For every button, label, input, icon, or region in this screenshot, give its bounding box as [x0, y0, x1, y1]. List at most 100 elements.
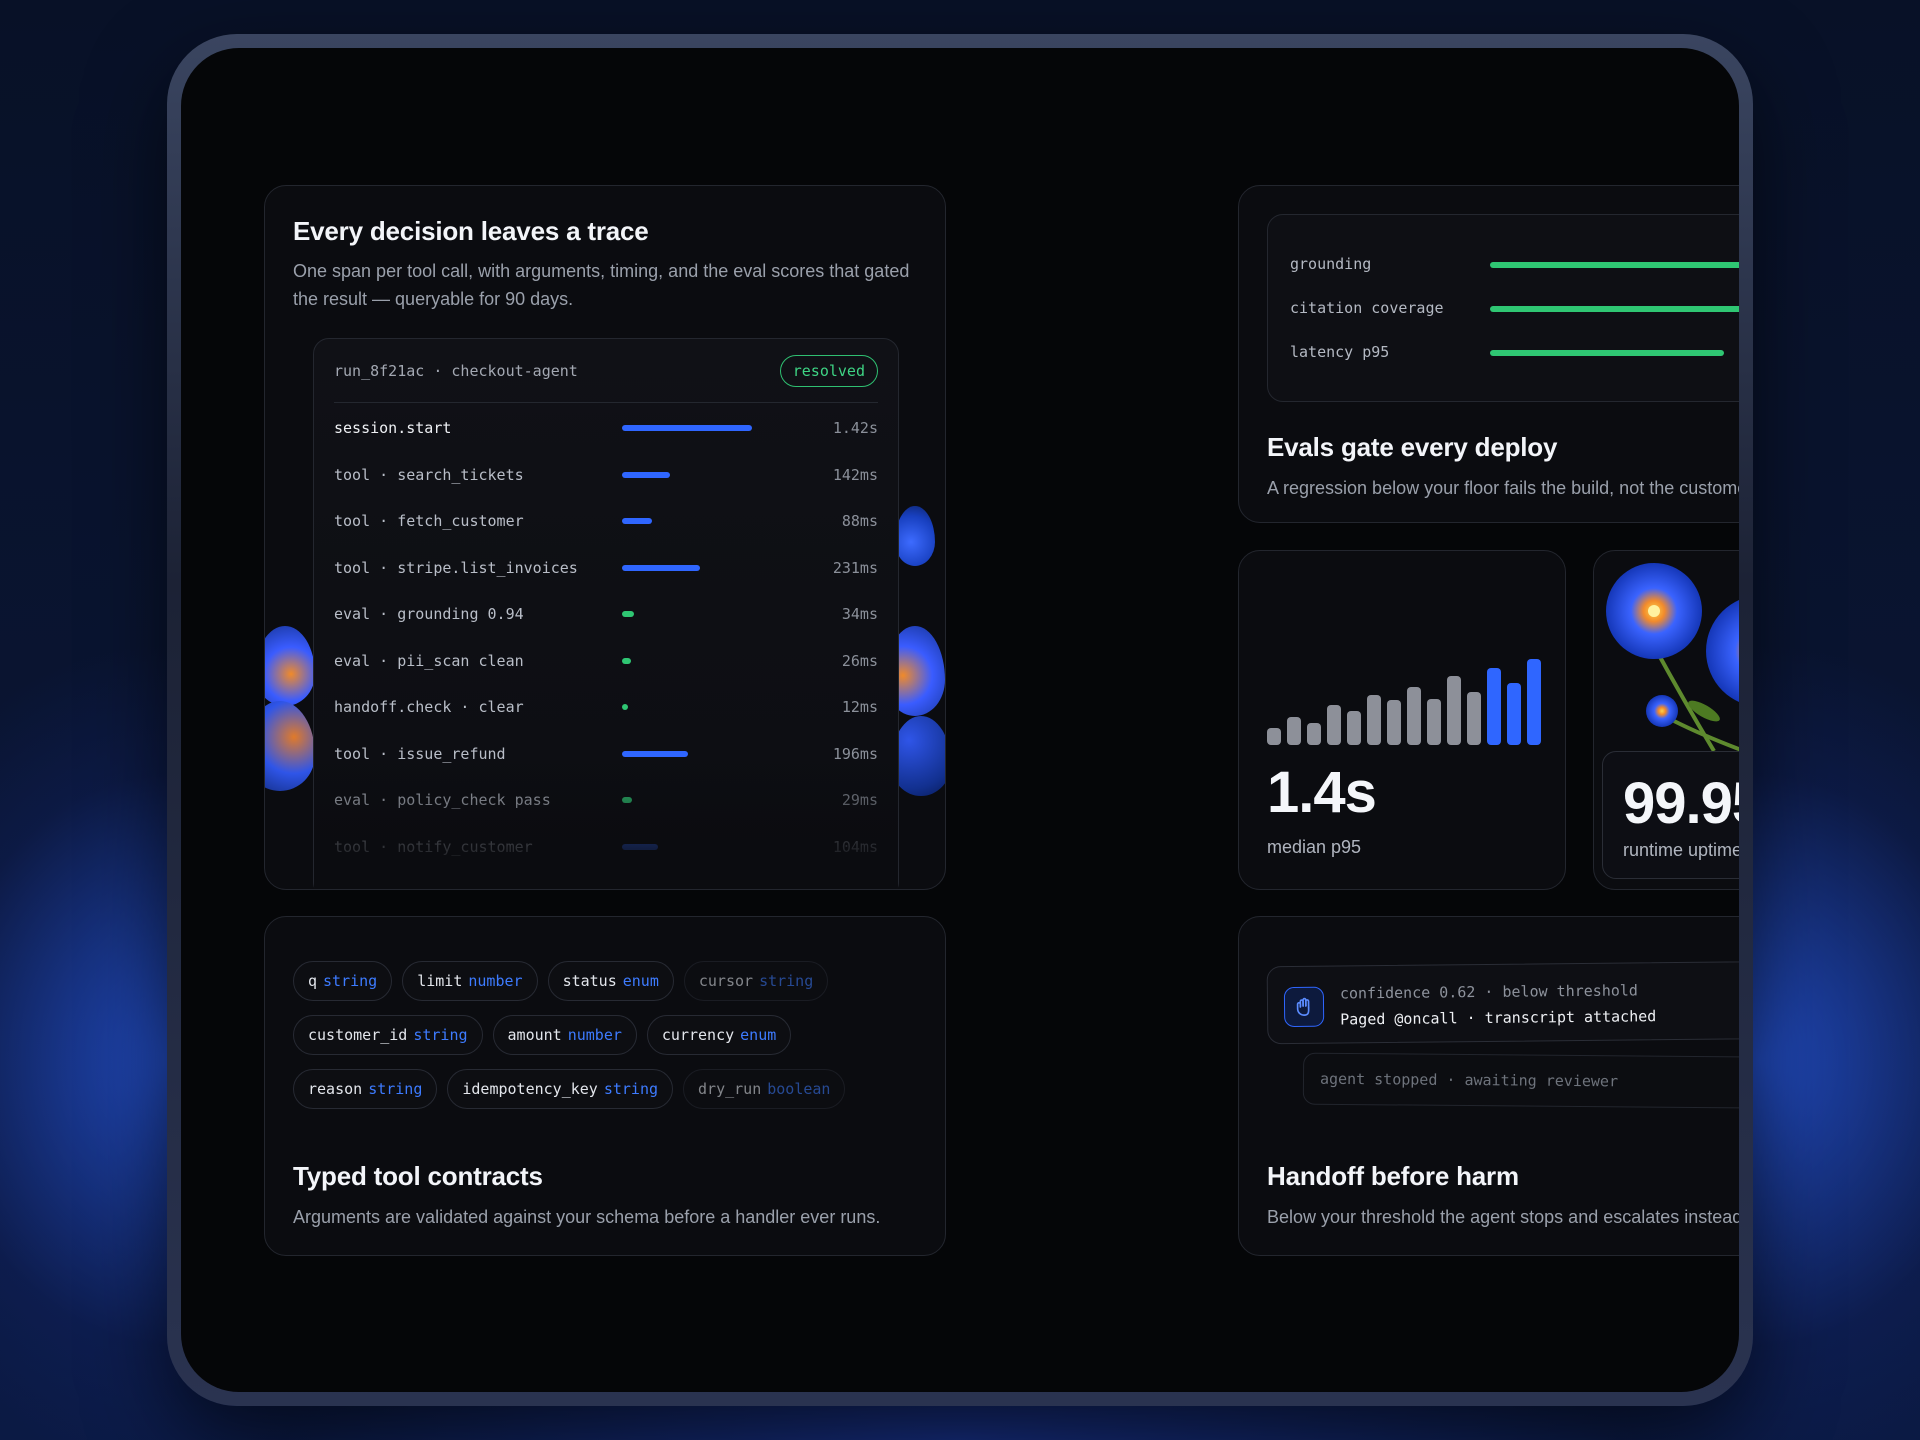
field-name: limit	[417, 972, 463, 990]
field-name: cursor	[698, 972, 754, 990]
trace-span-row: eval · policy_check pass 29ms	[334, 777, 878, 824]
handoff-description: Below your threshold the agent stops and…	[1267, 1207, 1739, 1227]
chip-row: customer_id string amount number currency enu…	[293, 1015, 933, 1055]
span-label: tool · fetch_customer	[334, 512, 524, 531]
field-name: status	[562, 972, 617, 990]
latency-bar	[1367, 695, 1381, 745]
run-label: run_8f21ac · checkout-agent	[334, 361, 578, 380]
eval-metric-label: latency p95	[1290, 343, 1390, 361]
eval-metric-track	[1490, 262, 1739, 268]
latency-bar	[1527, 659, 1541, 745]
span-duration: 231ms	[832, 558, 878, 577]
span-duration-bar	[622, 611, 634, 617]
span-duration-bar	[622, 704, 628, 710]
uptime-stat-box: 99.95% runtime uptime	[1602, 751, 1739, 879]
latency-bar	[1487, 668, 1501, 745]
latency-bar	[1387, 700, 1401, 745]
trace-span-row: tool · search_tickets 142ms	[334, 452, 878, 499]
span-duration-bar	[622, 564, 700, 571]
field-name: idempotency_key	[462, 1080, 598, 1098]
agent-stopped-notice: agent stopped · awaiting reviewer	[1302, 1052, 1739, 1110]
eval-metric-track	[1490, 306, 1739, 312]
span-label: session.start	[334, 419, 452, 438]
span-duration-track	[622, 797, 822, 803]
trace-title: Every decision leaves a trace	[293, 216, 649, 246]
span-duration: 34ms	[841, 605, 878, 624]
flower-decoration-left	[265, 606, 335, 806]
eval-metric-label: citation coverage	[1290, 299, 1444, 317]
span-label: eval · pii_scan clean	[334, 651, 524, 670]
uptime-label: runtime uptime	[1623, 840, 1739, 860]
chip-row: reason string idempotency_key string dry_run…	[293, 1069, 933, 1109]
span-duration-track	[622, 425, 822, 431]
eval-metric-track	[1490, 350, 1739, 356]
span-label: eval · grounding 0.94	[334, 605, 524, 624]
span-duration-track	[622, 704, 822, 710]
contract-field-chip: customer_id string	[293, 1015, 483, 1055]
handoff-card: agent stopped · awaiting reviewer confid…	[1238, 916, 1739, 1256]
eval-metric-row: citation coverage1.00	[1290, 299, 1739, 319]
latency-bar	[1267, 728, 1281, 745]
contract-field-chip: amount number	[492, 1015, 637, 1055]
field-name: dry_run	[698, 1080, 762, 1098]
span-duration: 88ms	[841, 512, 878, 531]
span-label: tool · issue_refund	[334, 744, 506, 763]
contract-field-chip: currency enum	[646, 1015, 792, 1055]
trace-header: run_8f21ac · checkout-agent resolved	[334, 339, 878, 403]
trace-span-row: eval · grounding 0.94 34ms	[334, 591, 878, 638]
span-duration-track	[622, 843, 822, 850]
span-label: tool · search_tickets	[334, 465, 524, 484]
span-duration: 142ms	[832, 465, 878, 484]
agent-stopped-text: agent stopped · awaiting reviewer	[1319, 1069, 1619, 1091]
latency-bar	[1327, 705, 1341, 745]
latency-card: 1.4s median p95	[1238, 550, 1566, 890]
field-name: currency	[661, 1026, 735, 1044]
latency-bar	[1407, 687, 1421, 745]
field-name: amount	[507, 1026, 562, 1044]
trace-span-row: session.start 1.42s	[334, 405, 878, 452]
span-duration-track	[622, 657, 822, 664]
span-duration-bar	[622, 797, 632, 803]
span-duration-bar	[622, 750, 688, 757]
span-duration-track	[622, 611, 822, 617]
span-duration-bar	[622, 843, 658, 850]
span-label: tool · notify_customer	[334, 837, 533, 856]
field-type: string	[368, 1080, 423, 1098]
trace-span-row: tool · notify_customer 104ms	[334, 824, 878, 871]
contract-field-chip: dry_run boolean	[683, 1069, 846, 1109]
span-duration-track	[622, 518, 822, 524]
trace-card: Every decision leaves a trace One span p…	[264, 185, 946, 890]
evals-description: A regression below your floor fails the …	[1267, 478, 1739, 498]
latency-bar	[1507, 683, 1521, 745]
contracts-title: Typed tool contracts	[293, 1161, 543, 1191]
alert-paged-line: Paged @oncall · transcript attached	[1340, 1007, 1657, 1029]
span-label: tool · stripe.list_invoices	[334, 558, 578, 577]
contract-field-chip: limit number	[402, 961, 538, 1001]
eval-metric-bar	[1490, 350, 1724, 356]
contract-field-chip: q string	[293, 961, 393, 1001]
field-name: q	[308, 972, 318, 990]
span-duration: 104ms	[832, 837, 878, 856]
contract-field-chip: cursor string	[683, 961, 829, 1001]
span-duration: 196ms	[832, 744, 878, 763]
flower-illustration	[1606, 563, 1739, 751]
field-name: reason	[308, 1080, 363, 1098]
trace-span-row: handoff.check · clear 12ms	[334, 684, 878, 731]
trace-span-row: tool · stripe.list_invoices 231ms	[334, 545, 878, 592]
latency-bar	[1467, 692, 1481, 745]
trace-span-row: tool · issue_refund 196ms	[334, 731, 878, 778]
latency-bar	[1447, 676, 1461, 745]
span-duration-bar	[622, 657, 631, 664]
latency-bar	[1427, 699, 1441, 745]
latency-bar	[1347, 711, 1361, 745]
contract-field-chip: idempotency_key string	[447, 1069, 674, 1109]
field-type: string	[603, 1080, 659, 1098]
contract-field-chips: q string limit number status enum cursor string…	[293, 961, 933, 1123]
latency-value: 1.4s	[1267, 760, 1377, 825]
trace-span-row: eval · pii_scan clean 26ms	[334, 638, 878, 685]
trace-span-list: session.start 1.42s tool · search_tickets 1…	[334, 405, 878, 870]
handoff-alert: confidence 0.62 · below threshold Paged …	[1266, 959, 1739, 1045]
